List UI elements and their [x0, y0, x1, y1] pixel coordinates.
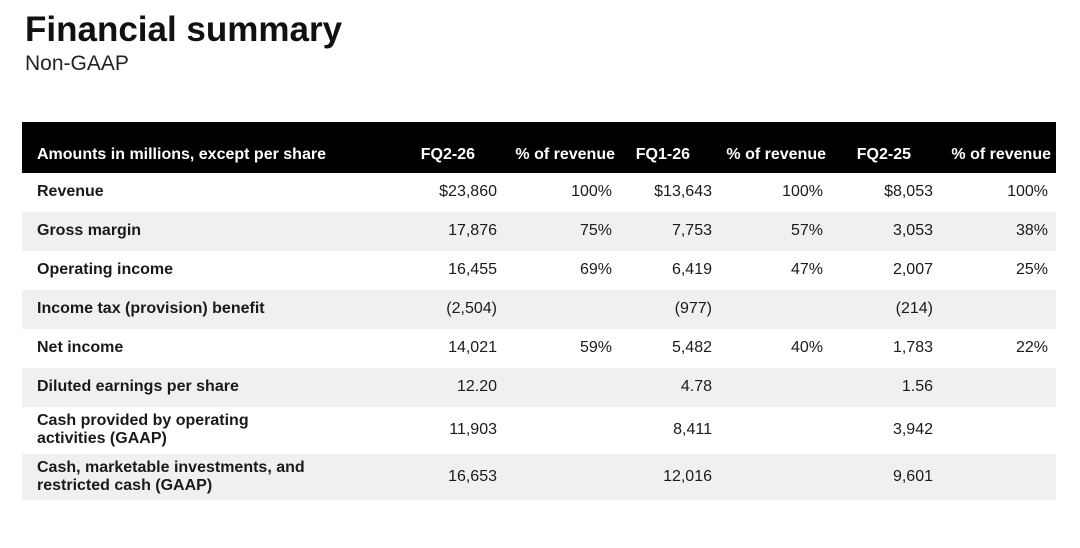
cell: 40% — [790, 339, 823, 357]
cell: 100% — [1007, 183, 1048, 201]
cell: 14,021 — [448, 339, 497, 357]
cell: 1,783 — [892, 339, 933, 357]
cell: 7,753 — [671, 222, 712, 240]
table-row-diluted-eps: Diluted earnings per share 12.20 4.78 1.… — [22, 367, 1056, 407]
table-row-income-tax: Income tax (provision) benefit (2,504) (… — [22, 289, 1056, 329]
row-label: Revenue — [37, 183, 104, 201]
cell: $13,643 — [654, 183, 712, 201]
cell — [941, 407, 1056, 454]
header-pct-revenue-1: % of revenue — [505, 121, 620, 173]
cell — [941, 454, 1056, 501]
header-fq2-26: FQ2-26 — [400, 121, 505, 173]
cell: 5,482 — [671, 339, 712, 357]
cell: 57% — [790, 222, 823, 240]
header-amounts-label: Amounts in millions, except per share — [22, 121, 400, 173]
cell: 2,007 — [892, 261, 933, 279]
row-label: Diluted earnings per share — [37, 378, 239, 396]
cell: (977) — [674, 300, 712, 318]
cell: 16,653 — [448, 468, 497, 486]
cell: 22% — [1015, 339, 1048, 357]
slide: Financial summary Non-GAAP Amounts in mi… — [0, 10, 1080, 548]
header-fq2-25: FQ2-25 — [831, 121, 941, 173]
table-row-revenue: Revenue $23,860 100% $13,643 100% $8,053… — [22, 172, 1056, 212]
cell: 25% — [1015, 261, 1048, 279]
cell — [720, 290, 831, 329]
cell: 6,419 — [671, 261, 712, 279]
cell — [720, 407, 831, 454]
cell — [505, 290, 620, 329]
row-label: Gross margin — [37, 222, 142, 240]
cell: (214) — [895, 300, 933, 318]
table-row-gross-margin: Gross margin 17,876 75% 7,753 57% 3,053 … — [22, 211, 1056, 251]
row-label: Operating income — [37, 261, 174, 279]
header-fq1-26: FQ1-26 — [620, 121, 720, 173]
cell — [505, 368, 620, 407]
table-row-cash-investments: Cash, marketable investments, and restri… — [22, 453, 1056, 501]
cell: $8,053 — [884, 183, 933, 201]
page-subtitle: Non-GAAP — [25, 51, 129, 75]
cell: 3,942 — [892, 421, 933, 439]
cell: 17,876 — [448, 222, 497, 240]
cell — [720, 454, 831, 501]
table-row-net-income: Net income 14,021 59% 5,482 40% 1,783 22… — [22, 328, 1056, 368]
cell — [941, 290, 1056, 329]
header-pct-revenue-3: % of revenue — [941, 121, 1056, 173]
cell — [941, 368, 1056, 407]
cell: 12,016 — [663, 468, 712, 486]
cell: 4.78 — [680, 378, 712, 396]
cell: 11,903 — [449, 421, 497, 439]
table-row-operating-income: Operating income 16,455 69% 6,419 47% 2,… — [22, 250, 1056, 290]
table-body: Revenue $23,860 100% $13,643 100% $8,053… — [22, 172, 1056, 501]
cell: 69% — [579, 261, 612, 279]
cell: 12.20 — [456, 378, 497, 396]
row-label: Cash provided by operating activities (G… — [37, 411, 249, 448]
cell: $23,860 — [439, 183, 497, 201]
cell: 38% — [1015, 222, 1048, 240]
row-label: Net income — [37, 339, 124, 357]
table-header: Amounts in millions, except per share FQ… — [22, 121, 1056, 173]
cell — [505, 407, 620, 454]
page-title: Financial summary — [25, 10, 343, 49]
cell: 9,601 — [892, 468, 933, 486]
cell: 1.56 — [901, 378, 933, 396]
header-pct-revenue-2: % of revenue — [720, 121, 831, 173]
row-label: Cash, marketable investments, and restri… — [37, 458, 305, 495]
cell: 59% — [579, 339, 612, 357]
financial-summary-table: Amounts in millions, except per share FQ… — [22, 121, 1056, 501]
cell — [505, 454, 620, 501]
table-header-row: Amounts in millions, except per share FQ… — [22, 121, 1056, 173]
cell: 8,411 — [673, 421, 712, 439]
cell: 3,053 — [892, 222, 933, 240]
row-label: Income tax (provision) benefit — [37, 300, 265, 318]
cell: 100% — [571, 183, 612, 201]
cell — [720, 368, 831, 407]
cell: (2,504) — [446, 300, 497, 318]
cell: 47% — [790, 261, 823, 279]
cell: 100% — [782, 183, 823, 201]
table-row-cash-operating: Cash provided by operating activities (G… — [22, 406, 1056, 454]
cell: 16,455 — [448, 261, 497, 279]
cell: 75% — [579, 222, 612, 240]
